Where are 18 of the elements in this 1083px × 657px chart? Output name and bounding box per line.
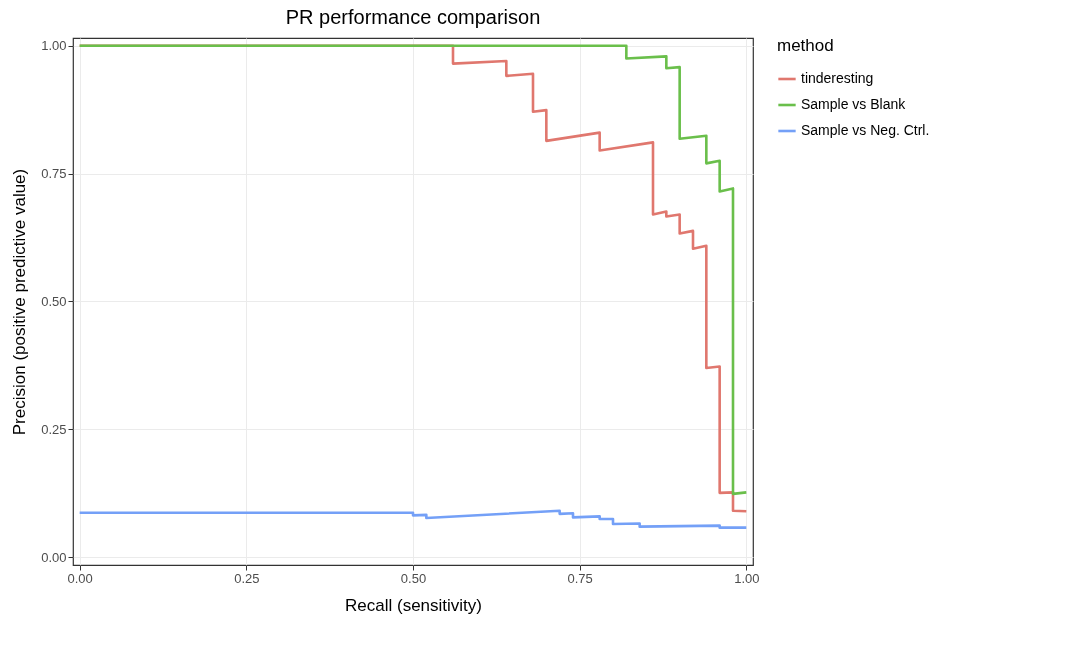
y-tick-label: 0.00 <box>41 549 67 565</box>
y-tick-label: 0.25 <box>41 421 67 437</box>
legend-label: tinderesting <box>801 70 874 86</box>
y-tick-label: 0.50 <box>41 294 67 309</box>
x-tick-label: 1.00 <box>734 570 760 586</box>
legend-label: Sample vs Neg. Ctrl. <box>801 122 930 138</box>
y-tick-label: 1.00 <box>41 38 67 54</box>
x-tick-label: 0.25 <box>234 570 260 586</box>
x-axis-title: Recall (sensitivity) <box>345 595 482 615</box>
y-axis-title: Precision (positive predictive value) <box>10 168 30 436</box>
x-tick-label: 0.75 <box>567 570 593 586</box>
y-tick-label: 0.75 <box>41 166 67 182</box>
x-tick-label: 0.00 <box>67 570 93 586</box>
chart-title: PR performance comparison <box>285 6 541 28</box>
legend-label: Sample vs Blank <box>801 96 907 112</box>
legend-title: method <box>777 36 834 55</box>
x-tick-label: 0.50 <box>400 570 427 586</box>
line-series <box>78 509 748 529</box>
